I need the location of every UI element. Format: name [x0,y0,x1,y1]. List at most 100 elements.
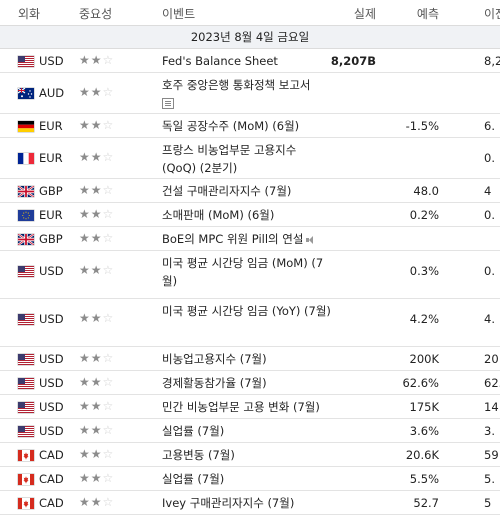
event-name-cell[interactable]: 민간 비농업부문 고용 변화 (7월) [162,398,332,416]
forecast-value: -1.5% [405,119,439,133]
event-name[interactable]: 독일 공장수주 (MoM) (6월) [162,119,300,133]
event-name-cell[interactable]: 건설 구매관리자지수 (7월) [162,182,332,200]
star-empty-icon: ☆ [102,447,115,461]
event-row[interactable]: GBP ★★☆ 건설 구매관리자지수 (7월) 48.0 4 [0,179,500,203]
event-row[interactable]: CAD ★★☆ Ivey 구매관리자지수 (7월) 52.7 5 [0,491,500,515]
star-empty-icon: ☆ [102,85,115,99]
star-filled-icon: ★ [90,311,103,325]
currency-code: EUR [39,151,63,165]
event-name[interactable]: 고용변동 (7월) [162,448,235,462]
event-name[interactable]: 비농업고용지수 (7월) [162,352,267,366]
event-name-cell[interactable]: Fed's Balance Sheet [162,52,332,70]
star-filled-icon: ★ [90,263,103,277]
star-filled-icon: ★ [79,447,91,461]
event-name[interactable]: 미국 평균 시간당 임금 (MoM) (7월) [162,256,324,288]
star-filled-icon: ★ [90,399,103,413]
header-event[interactable]: 이벤트 [162,7,196,21]
star-filled-icon: ★ [79,375,91,389]
event-row[interactable]: USD ★★☆ 실업률 (7월) 3.6% 3. [0,419,500,443]
forecast-value: 0.3% [409,264,439,278]
star-empty-icon: ☆ [102,118,115,132]
currency-code: USD [39,400,64,414]
header-previous[interactable]: 이전 [484,7,500,21]
de-flag-icon [18,121,34,132]
header-importance[interactable]: 중요성 [79,7,113,21]
event-row[interactable]: EUR ★★☆ 독일 공장수주 (MoM) (6월) -1.5% 6. [0,114,500,138]
star-empty-icon: ☆ [102,375,115,389]
currency-code: USD [39,352,64,366]
event-name[interactable]: 프랑스 비농업부문 고용지수 (QoQ) (2분기) [162,143,297,175]
event-name-cell[interactable]: 프랑스 비농업부문 고용지수 (QoQ) (2분기) [162,141,332,177]
event-row[interactable]: GBP ★★☆ BoE의 MPC 위원 Pill의 연설 [0,227,500,251]
star-filled-icon: ★ [90,471,103,485]
event-name[interactable]: 실업률 (7월) [162,472,225,486]
star-empty-icon: ☆ [102,263,115,277]
event-name-cell[interactable]: 비농업고용지수 (7월) [162,350,332,368]
star-empty-icon: ☆ [102,423,115,437]
event-row[interactable]: CAD ★★☆ 실업률 (7월) 5.5% 5. [0,467,500,491]
previous-value: 5. [484,472,495,486]
event-name-cell[interactable]: 실업률 (7월) [162,470,332,488]
star-filled-icon: ★ [79,85,91,99]
event-row[interactable]: USD ★★☆ 미국 평균 시간당 임금 (YoY) (7월) 4.2% 4. [0,299,500,347]
event-name[interactable]: 실업률 (7월) [162,424,225,438]
star-filled-icon: ★ [79,423,91,437]
star-filled-icon: ★ [90,85,103,99]
previous-value: 4. [484,312,495,326]
event-name[interactable]: 건설 구매관리자지수 (7월) [162,184,292,198]
ca-flag-icon [18,474,34,485]
event-name[interactable]: Ivey 구매관리자지수 (7월) [162,496,295,510]
event-row[interactable]: USD ★★☆ 비농업고용지수 (7월) 200K 20 [0,347,500,371]
star-filled-icon: ★ [90,150,103,164]
us-flag-icon [18,314,34,325]
document-icon[interactable] [162,98,174,109]
table-header: 외화 중요성 이벤트 실제 예측 이전 [0,0,500,26]
event-name-cell[interactable]: 미국 평균 시간당 임금 (YoY) (7월) [162,302,332,320]
star-filled-icon: ★ [79,495,91,509]
importance-stars: ★★☆ [79,351,114,365]
previous-value: 20 [484,352,499,366]
event-name-cell[interactable]: 소매판매 (MoM) (6월) [162,206,332,224]
event-name[interactable]: 민간 비농업부문 고용 변화 (7월) [162,400,320,414]
currency-code: USD [39,54,64,68]
event-name[interactable]: 호주 중앙은행 통화정책 보고서 [162,78,311,92]
star-filled-icon: ★ [90,118,103,132]
event-row[interactable]: EUR ★★☆ 소매판매 (MoM) (6월) 0.2% 0. [0,203,500,227]
header-forecast[interactable]: 예측 [416,7,439,21]
event-name[interactable]: 경제활동참가율 (7월) [162,376,267,390]
event-name-cell[interactable]: 독일 공장수주 (MoM) (6월) [162,117,332,135]
star-filled-icon: ★ [79,399,91,413]
previous-value: 5 [484,496,492,510]
header-actual[interactable]: 실제 [353,7,376,21]
event-name-cell[interactable]: 호주 중앙은행 통화정책 보고서 [162,76,332,114]
star-filled-icon: ★ [90,375,103,389]
event-name-cell[interactable]: 실업률 (7월) [162,422,332,440]
importance-stars: ★★☆ [79,85,114,99]
event-name[interactable]: Fed's Balance Sheet [162,54,278,68]
star-empty-icon: ☆ [102,53,115,67]
event-name[interactable]: BoE의 MPC 위원 Pill의 연설 [162,232,304,246]
importance-stars: ★★☆ [79,183,114,197]
event-row[interactable]: USD ★★☆ 민간 비농업부문 고용 변화 (7월) 175K 14 [0,395,500,419]
header-currency[interactable]: 외화 [18,7,41,21]
event-name-cell[interactable]: Ivey 구매관리자지수 (7월) [162,494,332,512]
event-row[interactable]: CAD ★★☆ 고용변동 (7월) 20.6K 59 [0,443,500,467]
event-row[interactable]: AUD ★★☆ 호주 중앙은행 통화정책 보고서 [0,73,500,114]
event-name-cell[interactable]: 미국 평균 시간당 임금 (MoM) (7월) [162,254,332,290]
currency-code: USD [39,312,64,326]
previous-value: 0. [484,208,495,222]
event-row[interactable]: EUR ★★☆ 프랑스 비농업부문 고용지수 (QoQ) (2분기) 0. [0,138,500,179]
event-row[interactable]: USD★★☆경제활동참가율 (7월)62.6%62. [0,371,500,395]
event-name-cell[interactable]: 경제활동참가율 (7월) [162,374,332,392]
event-name-cell[interactable]: 고용변동 (7월) [162,446,332,464]
star-filled-icon: ★ [90,183,103,197]
previous-value: 59 [484,448,499,462]
event-name-cell[interactable]: BoE의 MPC 위원 Pill의 연설 [162,230,332,248]
star-filled-icon: ★ [79,231,91,245]
event-name[interactable]: 소매판매 (MoM) (6월) [162,208,275,222]
event-name[interactable]: 미국 평균 시간당 임금 (YoY) (7월) [162,304,331,318]
event-row[interactable]: USD ★★☆ 미국 평균 시간당 임금 (MoM) (7월) 0.3% 0. [0,251,500,299]
previous-value: 3. [484,424,495,438]
